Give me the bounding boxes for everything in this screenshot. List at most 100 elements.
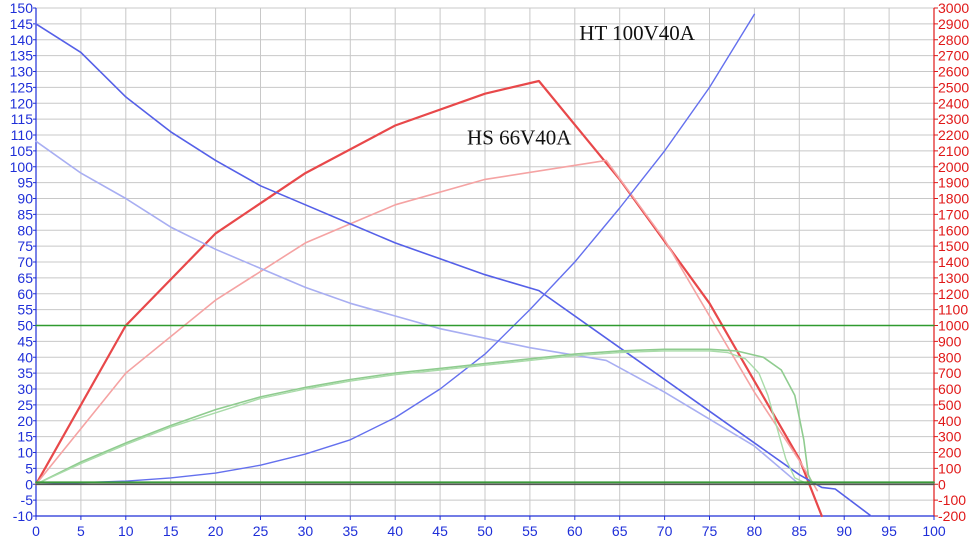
right-tick-label: 1000 <box>938 318 969 334</box>
left-tick-label: 75 <box>17 238 33 254</box>
right-tick-label: 1200 <box>938 286 969 302</box>
left-tick-label: 30 <box>17 381 33 397</box>
left-tick-label: 85 <box>17 206 33 222</box>
right-tick-label: 900 <box>938 333 962 349</box>
series-line-5 <box>35 13 756 485</box>
series-layer <box>34 13 935 518</box>
left-tick-label: 125 <box>10 79 34 95</box>
right-tick-label: 700 <box>938 365 962 381</box>
bottom-tick-label: 45 <box>432 523 448 539</box>
series-line-6 <box>35 348 935 486</box>
left-tick-label: 15 <box>17 429 33 445</box>
right-tick-label: 2300 <box>938 111 969 127</box>
left-tick-label: 35 <box>17 365 33 381</box>
bottom-tick-label: 65 <box>612 523 628 539</box>
left-tick-label: 55 <box>17 302 33 318</box>
series-line-2 <box>35 159 819 492</box>
right-tick-label: 0 <box>938 476 946 492</box>
left-tick-label: 150 <box>10 0 34 16</box>
series-line-4 <box>35 140 801 486</box>
left-tick-label: 120 <box>10 95 34 111</box>
left-tick-label: 0 <box>25 476 33 492</box>
left-tick-label: -5 <box>21 492 34 508</box>
right-tick-label: 2000 <box>938 159 969 175</box>
left-tick-label: 70 <box>17 254 33 270</box>
left-tick-label: 135 <box>10 48 34 64</box>
right-tick-label: 400 <box>938 413 962 429</box>
left-tick-label: 60 <box>17 286 33 302</box>
left-tick-label: 20 <box>17 413 33 429</box>
right-tick-label: 1300 <box>938 270 969 286</box>
right-tick-label: 2500 <box>938 79 969 95</box>
right-tick-label: 1800 <box>938 191 969 207</box>
right-tick-label: 200 <box>938 445 962 461</box>
right-tick-label: 2700 <box>938 48 969 64</box>
bottom-tick-label: 85 <box>792 523 808 539</box>
bottom-tick-label: 100 <box>922 523 946 539</box>
left-tick-label: 25 <box>17 397 33 413</box>
left-tick-label: -10 <box>13 508 33 524</box>
left-tick-label: 10 <box>17 445 33 461</box>
right-tick-label: 1600 <box>938 222 969 238</box>
bottom-tick-label: 90 <box>836 523 852 539</box>
left-tick-label: 95 <box>17 175 33 191</box>
left-tick-label: 50 <box>17 318 33 334</box>
right-tick-label: 3000 <box>938 0 969 16</box>
right-tick-label: 1500 <box>938 238 969 254</box>
series-line-7 <box>35 350 809 485</box>
right-tick-label: 1400 <box>938 254 969 270</box>
bottom-tick-label: 40 <box>387 523 403 539</box>
series-line-3 <box>35 23 872 517</box>
bottom-tick-label: 25 <box>253 523 269 539</box>
bottom-tick-label: 50 <box>477 523 493 539</box>
left-tick-label: 130 <box>10 64 34 80</box>
right-tick-label: 2400 <box>938 95 969 111</box>
bottom-tick-label: 0 <box>32 523 40 539</box>
left-tick-label: 80 <box>17 222 33 238</box>
right-tick-label: 2200 <box>938 127 969 143</box>
bottom-tick-label: 35 <box>343 523 359 539</box>
right-axis: -200-10001002003004005006007008009001000… <box>933 0 969 524</box>
right-tick-label: 2900 <box>938 16 969 32</box>
bottom-tick-label: 55 <box>522 523 538 539</box>
right-tick-label: -200 <box>938 508 966 524</box>
left-tick-label: 65 <box>17 270 33 286</box>
right-tick-label: 500 <box>938 397 962 413</box>
bottom-tick-label: 95 <box>881 523 897 539</box>
bottom-tick-label: 15 <box>163 523 179 539</box>
bottom-tick-label: 10 <box>118 523 134 539</box>
annotations: HT 100V40A HS 66V40A <box>467 21 696 150</box>
right-tick-label: 1900 <box>938 175 969 191</box>
right-tick-label: 2600 <box>938 64 969 80</box>
series-line-1 <box>34 79 823 518</box>
right-tick-label: 100 <box>938 460 962 476</box>
right-tick-label: -100 <box>938 492 966 508</box>
annotation-label-1: HT 100V40A <box>579 21 696 45</box>
right-tick-label: 2100 <box>938 143 969 159</box>
left-tick-label: 5 <box>25 460 33 476</box>
bottom-tick-label: 75 <box>702 523 718 539</box>
left-tick-label: 105 <box>10 143 34 159</box>
left-tick-label: 45 <box>17 333 33 349</box>
left-tick-label: 115 <box>11 111 34 127</box>
right-tick-label: 300 <box>938 429 962 445</box>
bottom-tick-label: 20 <box>208 523 224 539</box>
bottom-tick-label: 30 <box>298 523 314 539</box>
annotation-label-2: HS 66V40A <box>467 126 572 150</box>
right-tick-label: 600 <box>938 381 962 397</box>
right-tick-label: 1100 <box>938 302 968 318</box>
bottom-tick-label: 5 <box>77 523 85 539</box>
left-tick-label: 40 <box>17 349 33 365</box>
bottom-tick-label: 60 <box>567 523 583 539</box>
right-tick-label: 1700 <box>938 206 969 222</box>
bottom-tick-label: 80 <box>747 523 763 539</box>
bottom-axis: 0 5 10 15 20 25 30 35 40 45 50 55 60 65 70 75 80 85 90 95 10… <box>32 515 946 539</box>
left-axis: -10-505101520253035404550556065707580859… <box>10 0 37 524</box>
right-tick-label: 800 <box>938 349 962 365</box>
grid <box>35 7 935 517</box>
left-tick-label: 140 <box>10 32 34 48</box>
left-tick-label: 90 <box>17 191 33 207</box>
left-tick-label: 110 <box>11 127 34 143</box>
bottom-tick-label: 70 <box>657 523 673 539</box>
left-tick-label: 100 <box>10 159 34 175</box>
